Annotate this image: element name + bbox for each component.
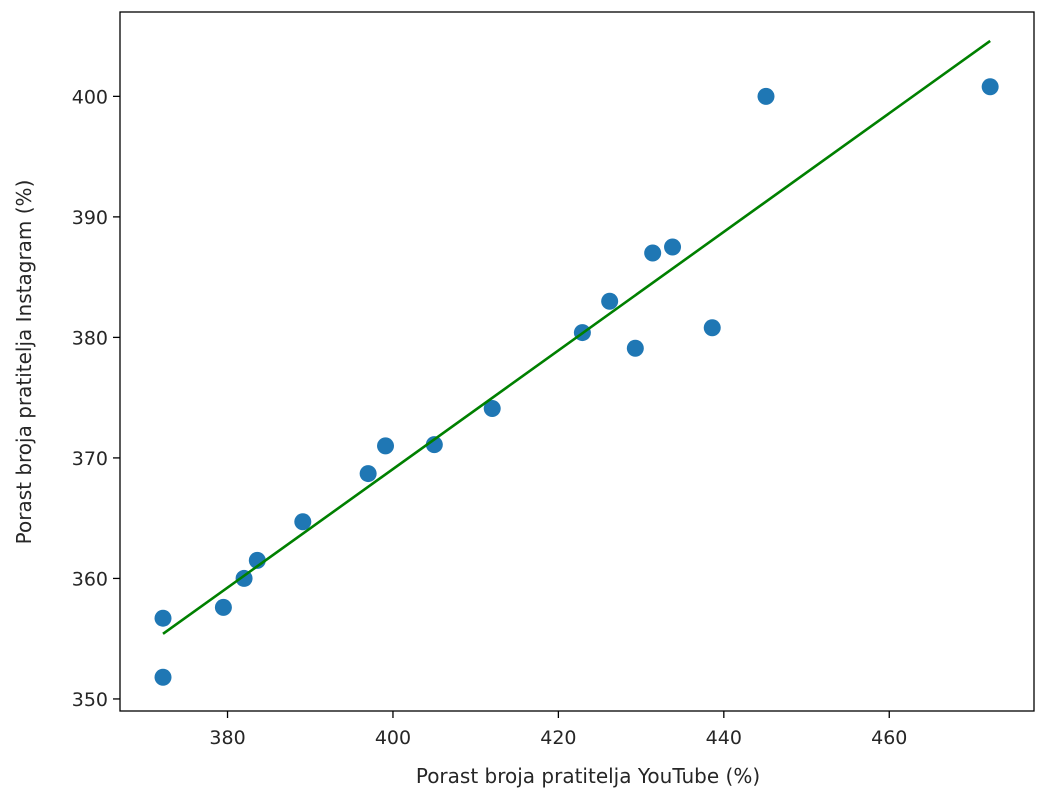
x-tick-label: 420 <box>540 727 576 749</box>
x-tick-label: 400 <box>375 727 411 749</box>
x-tick-label: 440 <box>706 727 742 749</box>
scatter-point <box>483 400 501 418</box>
scatter-point <box>377 437 395 455</box>
x-axis-label: Porast broja pratitelja YouTube (%) <box>416 764 760 788</box>
scatter-point <box>154 668 172 686</box>
x-tick-label: 380 <box>209 727 245 749</box>
scatter-point <box>664 238 682 256</box>
plot-area <box>119 11 1035 712</box>
y-tick-label: 350 <box>72 689 108 711</box>
scatter-point <box>601 292 619 310</box>
x-tick-label: 460 <box>871 727 907 749</box>
scatter-point <box>359 465 377 483</box>
y-tick-label: 390 <box>72 207 108 229</box>
scatter-point <box>214 598 232 616</box>
scatter-point <box>294 513 312 531</box>
y-tick-label: 360 <box>72 568 108 590</box>
scatter-point <box>757 87 775 105</box>
scatter-point <box>425 436 443 454</box>
x-axis-ticks: 380 400 420 440 460 <box>209 711 907 749</box>
scatter-point <box>703 319 721 337</box>
y-tick-label: 370 <box>72 448 108 470</box>
regression-line <box>162 39 991 635</box>
y-axis-label: Porast broja pratitelja Instagram (%) <box>12 180 36 545</box>
y-tick-label: 380 <box>72 327 108 349</box>
y-tick-label: 400 <box>72 86 108 108</box>
scatter-point <box>644 244 662 262</box>
plot-frame <box>119 11 1035 712</box>
scatter-point <box>981 78 999 96</box>
y-axis-ticks: 350 360 370 380 390 400 <box>72 86 120 711</box>
scatter-point <box>154 609 172 627</box>
scatter-point <box>626 339 644 357</box>
